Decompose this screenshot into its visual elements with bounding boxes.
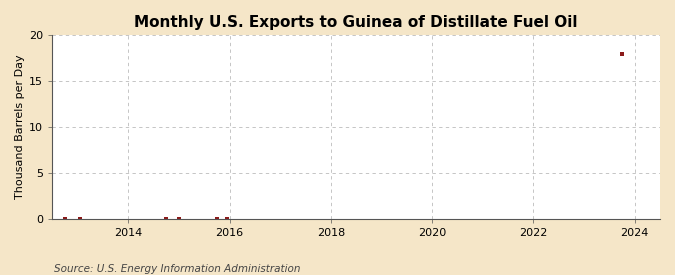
Y-axis label: Thousand Barrels per Day: Thousand Barrels per Day — [15, 55, 25, 199]
Text: Source: U.S. Energy Information Administration: Source: U.S. Energy Information Administ… — [54, 264, 300, 274]
Title: Monthly U.S. Exports to Guinea of Distillate Fuel Oil: Monthly U.S. Exports to Guinea of Distil… — [134, 15, 578, 30]
